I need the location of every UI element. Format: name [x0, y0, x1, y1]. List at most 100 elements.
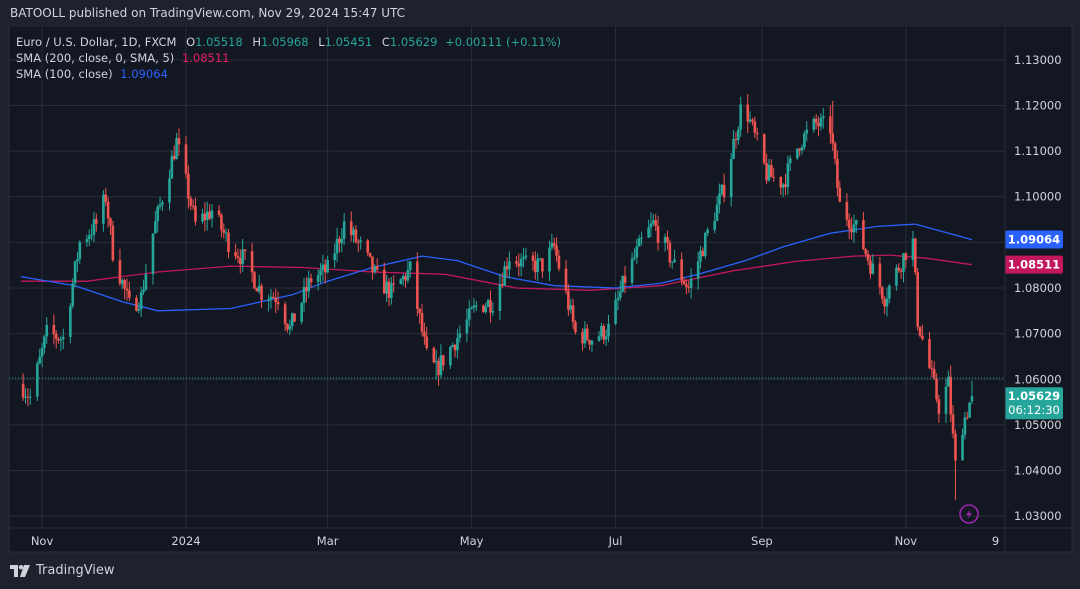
candle-body: [302, 286, 306, 303]
candle-body: [87, 235, 91, 239]
candle-body: [217, 210, 221, 215]
candle-body: [321, 264, 325, 271]
time-axis: Nov 2024 Mar May Jul Sep Nov 9: [31, 534, 999, 548]
candle-body: [567, 290, 570, 310]
sma200-badge: [1005, 255, 1063, 274]
price-chart[interactable]: 1.130001.120001.110001.100001.090001.080…: [0, 25, 1080, 556]
x-tick-label: Mar: [317, 534, 339, 548]
legend-open-value: 1.05518: [195, 35, 243, 49]
candle-body: [937, 399, 941, 414]
candle-body: [54, 334, 58, 339]
candle-body: [652, 220, 655, 224]
candle-body: [515, 261, 518, 264]
candle-body: [654, 220, 657, 227]
candle-body: [118, 260, 122, 284]
candle-body: [76, 259, 79, 262]
candle-body: [597, 336, 601, 341]
candle-body: [640, 237, 643, 239]
flash-icon[interactable]: [959, 504, 979, 524]
candle-body: [161, 202, 164, 205]
candle-body: [536, 258, 539, 273]
candle-body: [309, 278, 313, 282]
candle-body: [316, 275, 320, 282]
candle-body: [390, 283, 393, 298]
candle-body: [250, 251, 254, 273]
candle-body: [718, 193, 721, 205]
candle-body: [932, 369, 936, 379]
candle-body: [359, 240, 362, 242]
candle-body: [340, 238, 344, 244]
candle-body: [458, 333, 462, 338]
candle-body: [236, 256, 240, 259]
candle-body: [467, 308, 471, 320]
candle-body: [729, 158, 733, 198]
candle-body: [269, 296, 273, 300]
candle-body: [456, 337, 459, 351]
candle-body: [928, 339, 931, 368]
candle-body: [52, 324, 56, 335]
y-tick-label: 1.03000: [1014, 509, 1062, 523]
candle-body: [914, 238, 917, 273]
candle-body: [904, 253, 908, 260]
candle-body: [387, 281, 391, 298]
footer-brand[interactable]: TradingView: [10, 563, 115, 578]
candle-body: [168, 178, 171, 203]
candle-body: [531, 255, 535, 261]
candle-body: [748, 119, 752, 122]
candle-body: [425, 336, 429, 349]
legend-high-key: H: [252, 35, 261, 49]
legend-sma100-row[interactable]: SMA (100, close) 1.09064: [16, 66, 561, 82]
candle-body: [713, 221, 716, 230]
candle-body: [352, 229, 355, 236]
candle-body: [156, 206, 159, 222]
candle-body: [508, 261, 511, 270]
candle-body: [864, 249, 868, 254]
candle-body: [786, 163, 790, 188]
candle-body: [701, 250, 705, 257]
candle-body: [765, 163, 768, 181]
candle-body: [965, 417, 969, 419]
candle-body: [104, 194, 108, 202]
candle-body: [668, 242, 672, 263]
candle-body: [375, 266, 379, 270]
candle-body: [406, 269, 410, 281]
candle-body: [796, 148, 799, 159]
candle-body: [770, 165, 773, 177]
candle-body: [24, 396, 27, 398]
legend-close-value: 1.05629: [389, 35, 438, 49]
legend-symbol-row[interactable]: Euro / U.S. Dollar, 1D, FXCM O1.05518 H1…: [16, 34, 561, 50]
candle-body: [257, 285, 261, 292]
candle-body: [40, 348, 44, 357]
y-tick-label: 1.13000: [1014, 53, 1062, 67]
candle-body: [151, 233, 155, 275]
candle-body: [498, 284, 502, 312]
candle-body: [715, 204, 719, 222]
candle-body: [604, 336, 608, 340]
candle-body: [92, 219, 96, 235]
chart-frame[interactable]: 1.130001.120001.110001.100001.090001.080…: [0, 25, 1080, 556]
candle-body: [812, 118, 816, 130]
candle-body: [500, 284, 504, 286]
candle-body: [120, 280, 124, 284]
candle-body: [637, 238, 641, 247]
candle-body: [838, 187, 842, 202]
legend-sma200-row[interactable]: SMA (200, close, 0, SMA, 5) 1.08511: [16, 50, 561, 66]
candle-body: [222, 229, 226, 233]
candle-body: [779, 176, 783, 188]
candle-body: [260, 285, 263, 301]
candle-body: [404, 275, 407, 281]
candle-body: [484, 306, 488, 313]
candle-body: [26, 396, 30, 398]
candles-layer: [21, 93, 974, 501]
legend-low-value: 1.05451: [324, 35, 373, 49]
candle-body: [736, 129, 740, 141]
candle-body: [241, 249, 244, 265]
legend-sma200-label: SMA (200, close, 0, SMA, 5): [16, 51, 175, 65]
candle-body: [158, 204, 162, 207]
sma200-line: [20, 254, 973, 291]
legend-symbol: Euro / U.S. Dollar, 1D, FXCM: [16, 35, 177, 49]
candle-body: [574, 321, 577, 333]
candle-body: [798, 148, 801, 151]
candle-body: [895, 267, 898, 286]
candle-body: [191, 205, 195, 207]
